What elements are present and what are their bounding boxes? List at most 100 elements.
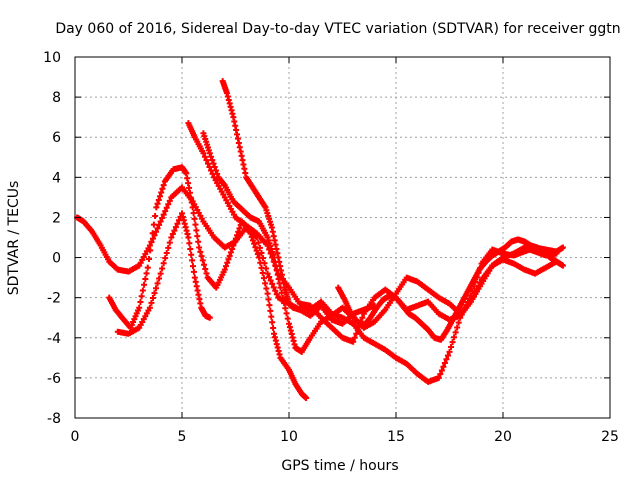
data-point — [235, 228, 242, 235]
data-point — [286, 366, 292, 373]
data-point — [373, 304, 380, 311]
data-point — [179, 210, 185, 217]
data-point — [174, 220, 181, 227]
data-point — [199, 257, 206, 264]
data-point — [259, 270, 266, 277]
data-point — [435, 310, 442, 317]
data-point — [232, 235, 239, 242]
y-tick-label: 4 — [52, 170, 61, 186]
data-point — [339, 314, 346, 321]
data-point — [452, 329, 459, 336]
data-point — [559, 262, 566, 269]
data-point — [219, 78, 226, 85]
data-point — [168, 234, 175, 241]
data-point — [147, 247, 154, 254]
data-point — [159, 215, 166, 222]
data-point — [454, 324, 461, 331]
x-tick-label: 15 — [387, 429, 405, 445]
data-point — [213, 284, 220, 291]
data-point — [209, 157, 216, 164]
data-point — [136, 324, 143, 331]
plot-frame — [74, 56, 611, 419]
data-point — [201, 261, 208, 268]
data-point — [206, 164, 213, 171]
x-tick-label: 25 — [601, 429, 619, 445]
data-point — [382, 286, 389, 293]
data-point — [191, 134, 198, 141]
data-point — [443, 356, 450, 363]
data-point — [510, 260, 517, 267]
data-point — [165, 201, 172, 208]
data-point — [252, 244, 259, 251]
data-point — [157, 218, 164, 225]
data-point — [190, 268, 197, 275]
data-point — [532, 270, 539, 277]
data-point — [144, 264, 151, 271]
data-point — [267, 307, 274, 314]
data-point — [414, 278, 421, 285]
data-point — [266, 274, 273, 281]
data-point — [290, 304, 297, 311]
data-point — [403, 360, 410, 367]
data-point — [243, 222, 250, 229]
data-point — [260, 275, 267, 282]
data-point — [156, 193, 163, 200]
data-point — [212, 167, 219, 174]
y-tick-label: 6 — [52, 130, 61, 146]
data-point — [190, 210, 197, 217]
data-point — [189, 257, 196, 264]
data-point — [431, 334, 438, 341]
data-point — [414, 370, 421, 377]
data-point — [547, 254, 554, 261]
data-point — [153, 204, 160, 211]
data-point — [249, 237, 256, 244]
data-point — [203, 270, 210, 277]
data-point — [264, 234, 271, 241]
data-point — [198, 253, 205, 260]
data-point — [418, 320, 425, 327]
data-point — [221, 194, 228, 201]
data-point — [230, 242, 237, 249]
data-point — [502, 244, 509, 251]
data-point — [303, 394, 310, 401]
data-point — [169, 231, 176, 238]
data-point — [435, 294, 442, 301]
data-point — [187, 245, 194, 252]
data-point — [153, 285, 160, 292]
y-tick-label: -8 — [47, 411, 61, 427]
data-point — [339, 320, 346, 327]
data-point — [268, 313, 275, 320]
data-point — [161, 178, 168, 185]
data-point — [360, 322, 367, 329]
data-point — [328, 310, 335, 317]
data-point — [138, 293, 145, 300]
data-point — [489, 246, 496, 253]
data-point — [149, 230, 156, 237]
data-point — [197, 248, 204, 255]
data-point — [348, 310, 355, 317]
data-point — [230, 114, 237, 121]
data-point — [437, 336, 444, 343]
x-tick-label: 10 — [280, 429, 298, 445]
data-point — [256, 254, 263, 261]
data-point — [380, 296, 387, 303]
data-point — [179, 164, 185, 171]
data-point — [151, 290, 158, 297]
data-point — [270, 325, 277, 332]
data-point — [339, 334, 346, 341]
data-point — [461, 305, 468, 312]
data-point — [371, 318, 378, 325]
y-tick-label: 8 — [52, 90, 61, 106]
data-point — [435, 374, 442, 381]
data-point — [146, 304, 153, 311]
y-axis-label: SDTVAR / TECUs — [6, 181, 22, 296]
data-point — [269, 319, 276, 326]
data-point — [162, 255, 169, 262]
data-point — [457, 302, 464, 309]
data-point — [249, 184, 256, 191]
data-point — [257, 259, 264, 266]
data-point — [143, 270, 150, 277]
data-point — [166, 239, 173, 246]
data-point — [97, 242, 104, 249]
data-point — [514, 236, 521, 243]
